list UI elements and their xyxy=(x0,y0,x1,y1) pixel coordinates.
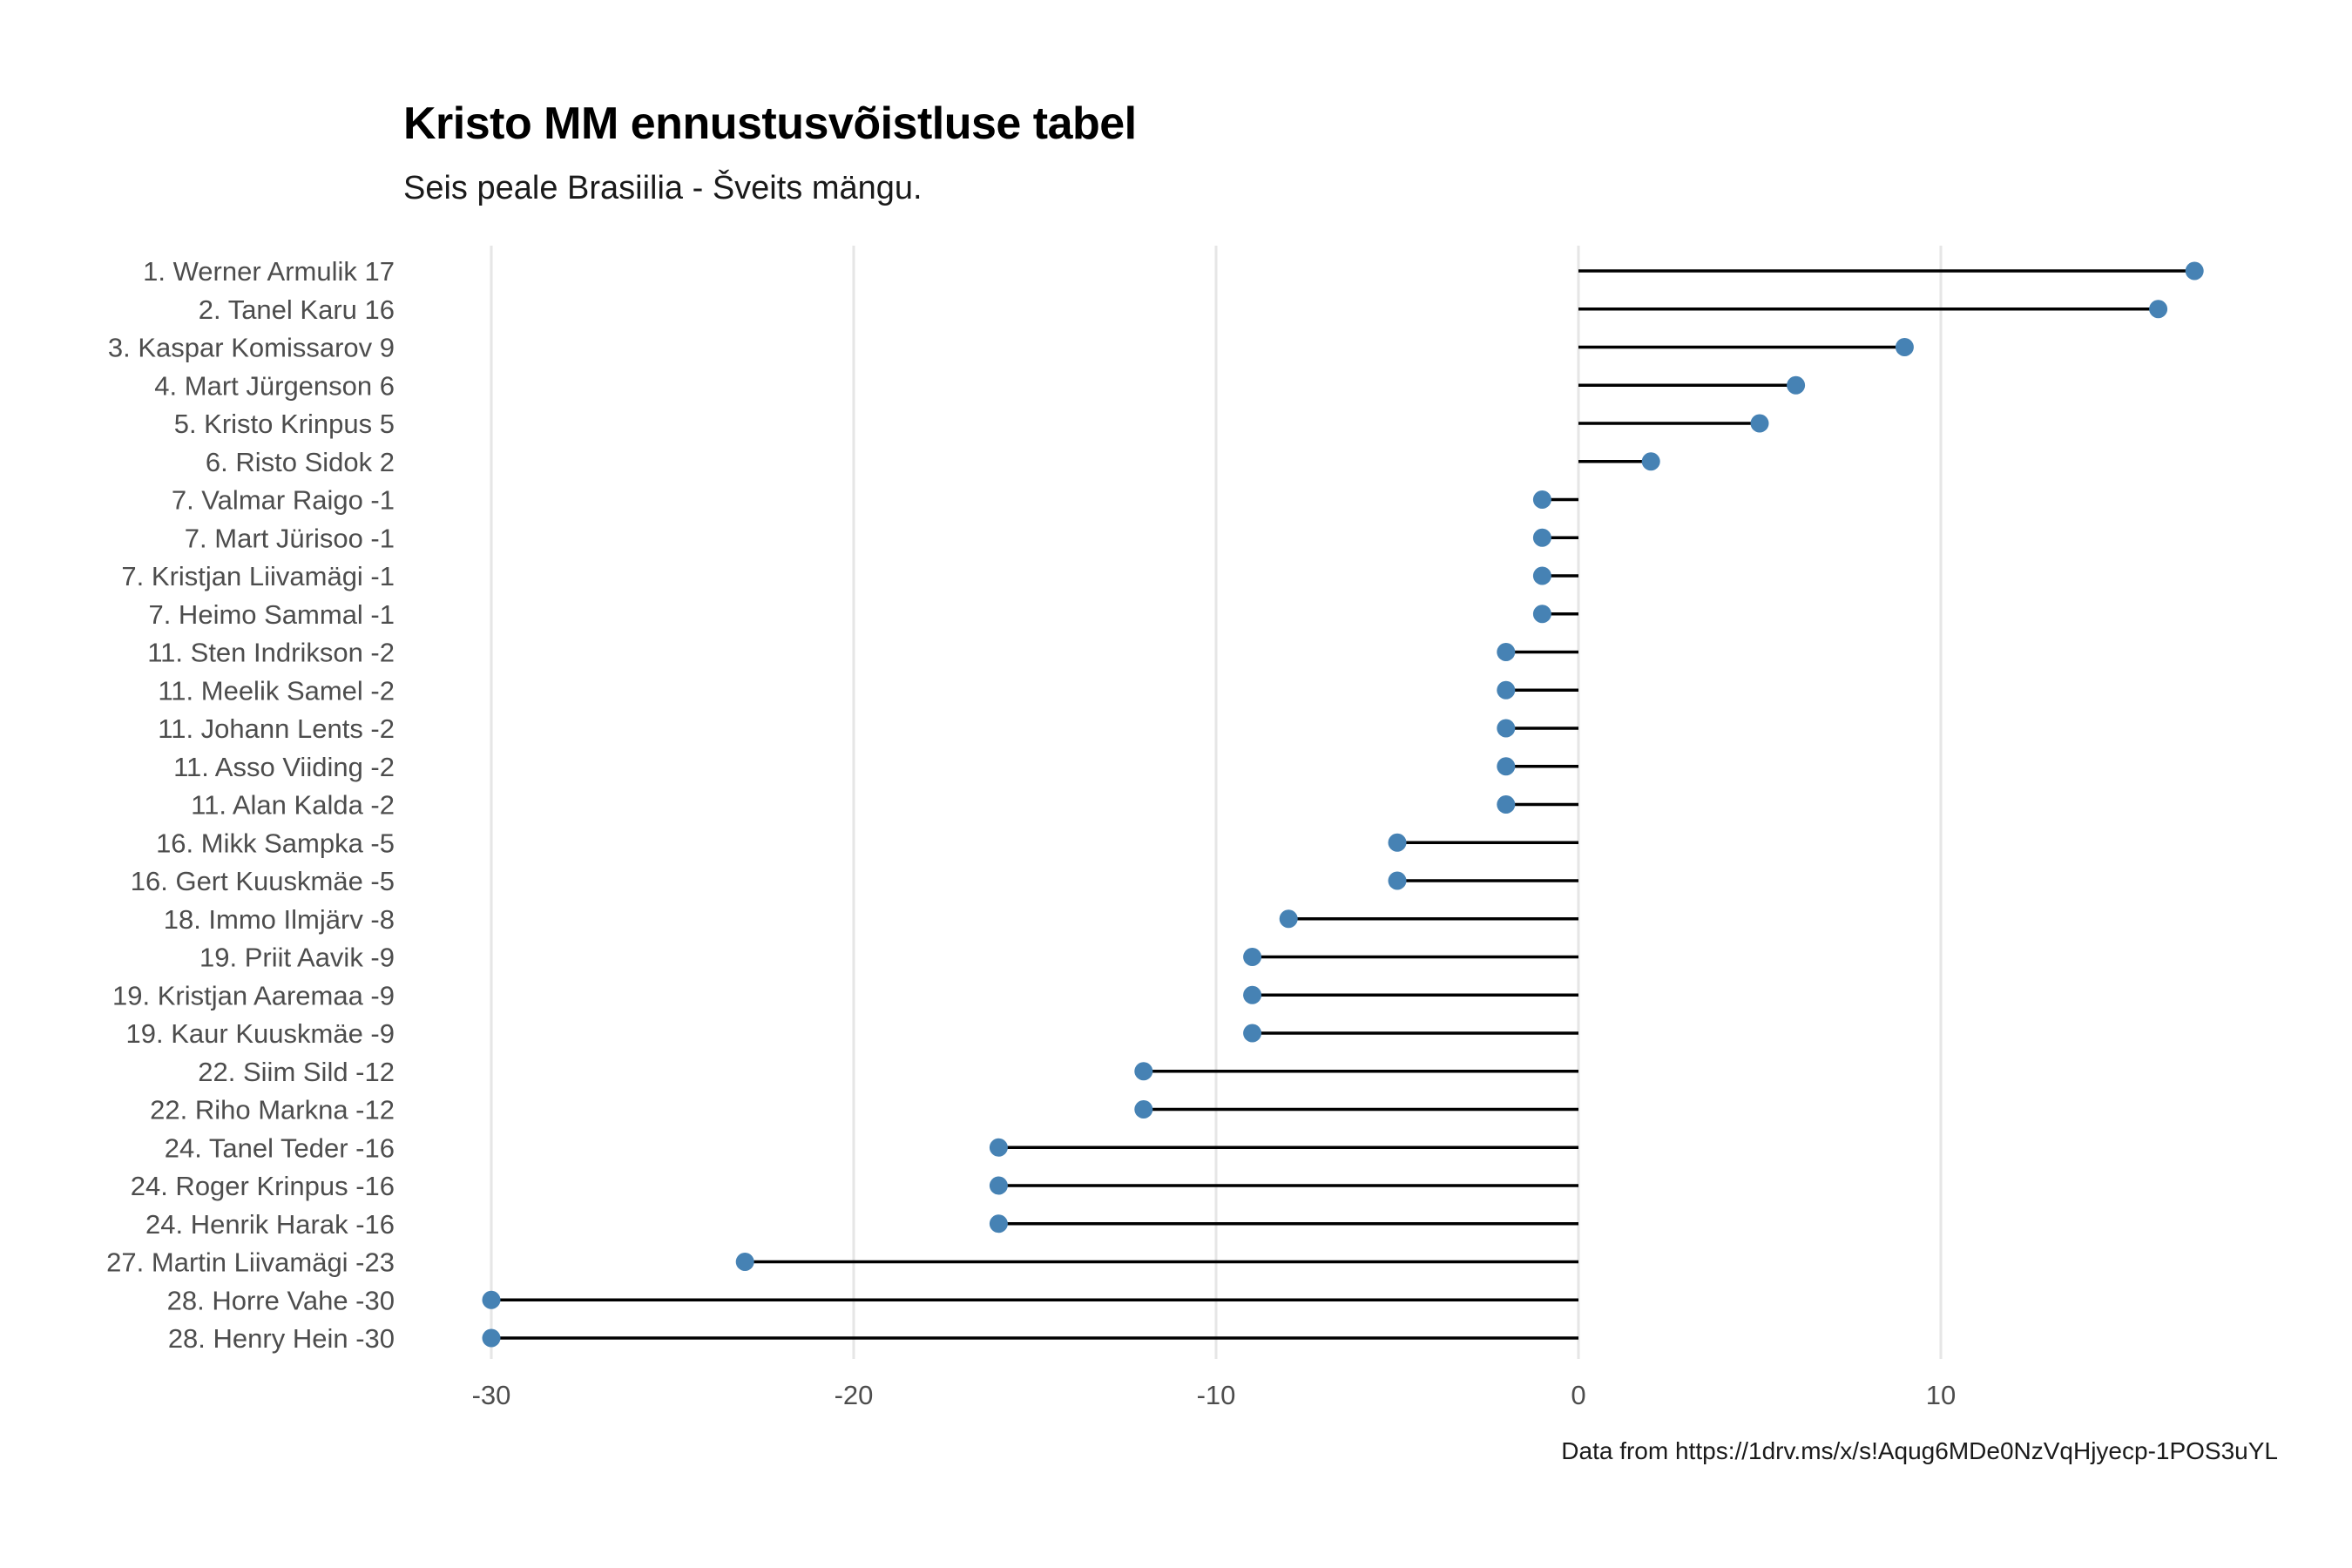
data-point xyxy=(1497,643,1516,661)
data-point xyxy=(1497,795,1516,814)
points xyxy=(482,261,2204,1348)
data-point xyxy=(1279,909,1298,929)
category-label: 22. Siim Sild -12 xyxy=(198,1057,395,1087)
data-point xyxy=(1497,680,1516,700)
data-point xyxy=(989,1176,1008,1195)
category-label: 16. Mikk Sampka -5 xyxy=(156,828,395,858)
category-label: 18. Immo Ilmjärv -8 xyxy=(164,904,395,935)
category-label: 2. Tanel Karu 16 xyxy=(199,294,395,325)
data-point xyxy=(1532,605,1551,624)
data-point xyxy=(735,1253,754,1271)
category-label: 28. Henry Hein -30 xyxy=(168,1323,395,1354)
x-tick-label: -20 xyxy=(835,1380,874,1410)
data-point xyxy=(1532,528,1551,547)
data-point xyxy=(2149,300,2168,319)
data-point xyxy=(1243,948,1262,966)
category-label: 7. Heimo Sammal -1 xyxy=(148,599,395,630)
chart-caption: Data from https://1drv.ms/x/s!Aqug6MDe0N… xyxy=(1561,1437,2278,1464)
data-point xyxy=(1497,757,1516,776)
data-point xyxy=(1134,1100,1153,1119)
data-point xyxy=(1532,490,1551,509)
category-label: 11. Sten Indrikson -2 xyxy=(147,638,395,668)
category-label: 24. Tanel Teder -16 xyxy=(165,1132,395,1163)
grid-lines xyxy=(490,246,1943,1359)
data-point xyxy=(1641,452,1660,471)
category-label: 11. Johann Lents -2 xyxy=(158,713,395,744)
x-tick-label: 10 xyxy=(1926,1380,1956,1410)
data-point xyxy=(989,1138,1008,1157)
data-point xyxy=(1134,1062,1153,1081)
category-label: 27. Martin Liivamägi -23 xyxy=(106,1247,395,1278)
data-point xyxy=(482,1328,501,1348)
category-label: 28. Horre Vahe -30 xyxy=(167,1285,395,1315)
data-point xyxy=(1243,1024,1262,1043)
category-label: 11. Alan Kalda -2 xyxy=(191,790,395,821)
data-point xyxy=(1388,833,1407,852)
category-label: 6. Risto Sidok 2 xyxy=(206,447,395,477)
data-point xyxy=(482,1290,501,1309)
data-point xyxy=(2185,261,2204,280)
category-label: 1. Werner Armulik 17 xyxy=(143,256,395,287)
category-label: 11. Meelik Samel -2 xyxy=(158,675,395,706)
category-label: 24. Henrik Harak -16 xyxy=(145,1209,395,1240)
category-label: 7. Kristjan Liivamägi -1 xyxy=(121,561,395,591)
data-point xyxy=(989,1214,1008,1233)
data-point xyxy=(1388,871,1407,890)
x-tick-labels: -30 -20 -10 0 10 xyxy=(472,1380,1957,1410)
category-label: 19. Priit Aavik -9 xyxy=(199,943,395,973)
category-label: 11. Asso Viiding -2 xyxy=(173,752,395,782)
category-label: 16. Gert Kuuskmäe -5 xyxy=(131,866,395,896)
category-label: 7. Mart Jürisoo -1 xyxy=(185,523,395,553)
chart-subtitle: Seis peale Brasiilia - Šveits mängu. xyxy=(403,170,923,206)
segments xyxy=(491,269,2195,1340)
category-label: 4. Mart Jürgenson 6 xyxy=(154,370,395,401)
data-point xyxy=(1750,414,1769,433)
category-label: 19. Kaur Kuuskmäe -9 xyxy=(126,1018,395,1049)
category-label: 3. Kaspar Komissarov 9 xyxy=(108,333,395,363)
data-point xyxy=(1787,375,1806,395)
category-label: 24. Roger Krinpus -16 xyxy=(131,1171,395,1201)
x-tick-label: -10 xyxy=(1197,1380,1236,1410)
x-tick-label: -30 xyxy=(472,1380,511,1410)
category-label: 5. Kristo Krinpus 5 xyxy=(174,409,395,439)
data-point xyxy=(1243,985,1262,1004)
category-label: 7. Valmar Raigo -1 xyxy=(172,485,395,516)
category-labels: 1. Werner Armulik 17 2. Tanel Karu 16 3. K… xyxy=(106,256,395,1354)
category-label: 22. Riho Markna -12 xyxy=(150,1095,395,1125)
data-point xyxy=(1497,719,1516,738)
chart-title: Kristo MM ennustusvõistluse tabel xyxy=(403,98,1137,149)
data-point xyxy=(1532,566,1551,585)
data-point xyxy=(1895,338,1914,356)
category-label: 19. Kristjan Aaremaa -9 xyxy=(112,980,395,1010)
x-tick-label: 0 xyxy=(1571,1380,1585,1410)
